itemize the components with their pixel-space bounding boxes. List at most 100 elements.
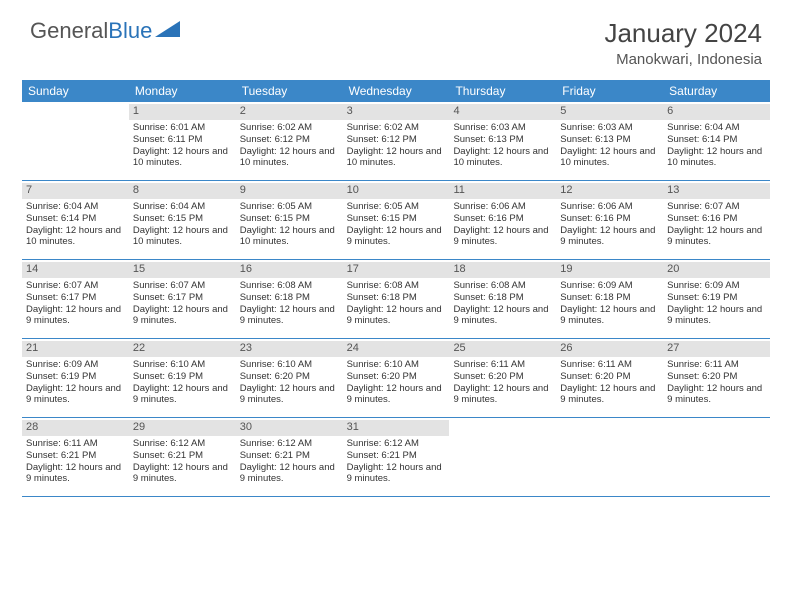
sunrise-text: Sunrise: 6:08 AM [240,280,339,292]
day-number: 4 [449,104,556,120]
day-cell: 14Sunrise: 6:07 AMSunset: 6:17 PMDayligh… [22,260,129,338]
triangle-icon [155,18,181,44]
sunrise-text: Sunrise: 6:07 AM [667,201,766,213]
daylight-text: Daylight: 12 hours and 9 minutes. [26,304,125,328]
sunset-text: Sunset: 6:21 PM [240,450,339,462]
day-cell: . [22,102,129,180]
sunset-text: Sunset: 6:14 PM [667,134,766,146]
week-row: .1 Sunrise: 6:01 AMSunset: 6:11 PM Dayligh… [22,102,770,181]
sunset-text: Sunset: 6:20 PM [347,371,446,383]
sunset-text: Sunset: 6:12 PM [347,134,446,146]
sunset-text: Sunset: 6:21 PM [347,450,446,462]
sunrise-text: Sunrise: 6:05 AM [240,201,339,213]
day-cell: 8Sunrise: 6:04 AMSunset: 6:15 PMDaylight… [129,181,236,259]
sunset-text: Sunset: 6:13 PM [560,134,659,146]
sunrise-text: Sunrise: 6:05 AM [347,201,446,213]
sunset-text: Sunset: 6:11 PM [133,134,232,146]
daylight-text: Daylight: 12 hours and 9 minutes. [133,383,232,407]
day-number: 8 [129,183,236,199]
day-header: Saturday [663,80,770,102]
sunset-text: Sunset: 6:21 PM [133,450,232,462]
daylight-text: Daylight: 12 hours and 9 minutes. [26,462,125,486]
day-cell: 2Sunrise: 6:02 AMSunset: 6:12 PMDaylight… [236,102,343,180]
day-cell: 29Sunrise: 6:12 AMSunset: 6:21 PMDayligh… [129,418,236,496]
day-number: 19 [556,262,663,278]
daylight-text: Daylight: 12 hours and 10 minutes. [240,225,339,249]
day-number: 31 [343,420,450,436]
daylight-text: Daylight: 12 hours and 9 minutes. [240,462,339,486]
sunrise-text: Sunrise: 6:12 AM [133,438,232,450]
sunrise-text: Sunrise: 6:09 AM [560,280,659,292]
day-number: 9 [236,183,343,199]
day-number: 2 [236,104,343,120]
sunset-text: Sunset: 6:16 PM [453,213,552,225]
sunset-text: Sunset: 6:14 PM [26,213,125,225]
sunrise-text: Sunrise: 6:01 AM [133,122,232,134]
day-cell: 28Sunrise: 6:11 AMSunset: 6:21 PMDayligh… [22,418,129,496]
day-cell: 1Sunrise: 6:01 AMSunset: 6:11 PMDaylight… [129,102,236,180]
day-header: Wednesday [343,80,450,102]
day-number: 18 [449,262,556,278]
day-number: 7 [22,183,129,199]
daylight-text: Daylight: 12 hours and 9 minutes. [347,462,446,486]
sunrise-text: Sunrise: 6:04 AM [26,201,125,213]
sunrise-text: Sunrise: 6:08 AM [453,280,552,292]
sunrise-text: Sunrise: 6:04 AM [133,201,232,213]
day-number: 20 [663,262,770,278]
daylight-text: Daylight: 12 hours and 9 minutes. [453,383,552,407]
day-cell: 25 Sunrise: 6:11 AMSunset: 6:20 PMDayligh… [449,339,556,417]
day-number: 1 [129,104,236,120]
day-cell: 30Sunrise: 6:12 AMSunset: 6:21 PMDayligh… [236,418,343,496]
day-cell: . [556,418,663,496]
day-number: 24 [343,341,450,357]
sunrise-text: Sunrise: 6:10 AM [240,359,339,371]
day-header: Thursday [449,80,556,102]
daylight-text: Daylight: 12 hours and 10 minutes. [560,146,659,170]
sunset-text: Sunset: 6:20 PM [453,371,552,383]
daylight-text: Daylight: 12 hours and 9 minutes. [667,304,766,328]
daylight-text: Daylight: 12 hours and 9 minutes. [560,304,659,328]
sunrise-text: Sunrise: 6:11 AM [453,359,552,371]
day-cell: 15Sunrise: 6:07 AMSunset: 6:17 PMDayligh… [129,260,236,338]
day-number: 10 [343,183,450,199]
day-number: 25 [449,341,556,357]
daylight-text: Daylight: 12 hours and 9 minutes. [26,383,125,407]
day-number: 29 [129,420,236,436]
day-number: 11 [449,183,556,199]
daylight-text: Daylight: 12 hours and 9 minutes. [667,225,766,249]
day-number: 26 [556,341,663,357]
day-cell: 11Sunrise: 6:06 AMSunset: 6:16 PMDayligh… [449,181,556,259]
day-cell: 20Sunrise: 6:09 AMSunset: 6:19 PMDayligh… [663,260,770,338]
day-cell: . [663,418,770,496]
sunset-text: Sunset: 6:20 PM [240,371,339,383]
day-cell: 6Sunrise: 6:04 AMSunset: 6:14 PMDaylight… [663,102,770,180]
day-number: 6 [663,104,770,120]
sunset-text: Sunset: 6:16 PM [667,213,766,225]
day-number: 27 [663,341,770,357]
day-cell: 21Sunrise: 6:09 AMSunset: 6:19 PMDayligh… [22,339,129,417]
sunset-text: Sunset: 6:15 PM [240,213,339,225]
day-cell: 9 Sunrise: 6:05 AMSunset: 6:15 PMDaylight… [236,181,343,259]
daylight-text: Daylight: 12 hours and 9 minutes. [667,383,766,407]
logo-text-2: Blue [108,18,152,44]
day-cell: 10Sunrise: 6:05 AMSunset: 6:15 PMDayligh… [343,181,450,259]
sunset-text: Sunset: 6:18 PM [453,292,552,304]
daylight-text: Daylight: 12 hours and 9 minutes. [453,304,552,328]
sunrise-text: Sunrise: 6:11 AM [560,359,659,371]
header: GeneralBlue January 2024 Manokwari, Indo… [0,0,792,74]
sunset-text: Sunset: 6:17 PM [26,292,125,304]
sunrise-text: Sunrise: 6:10 AM [347,359,446,371]
logo-text-1: General [30,18,108,44]
day-cell: 22Sunrise: 6:10 AMSunset: 6:19 PMDayligh… [129,339,236,417]
sunset-text: Sunset: 6:15 PM [347,213,446,225]
sunrise-text: Sunrise: 6:03 AM [453,122,552,134]
week-row: 14Sunrise: 6:07 AMSunset: 6:17 PMDayligh… [22,260,770,339]
sunrise-text: Sunrise: 6:07 AM [133,280,232,292]
day-header: Monday [129,80,236,102]
daylight-text: Daylight: 12 hours and 10 minutes. [26,225,125,249]
logo: GeneralBlue [30,18,181,44]
day-number: 22 [129,341,236,357]
sunrise-text: Sunrise: 6:03 AM [560,122,659,134]
day-cell: 26Sunrise: 6:11 AMSunset: 6:20 PMDayligh… [556,339,663,417]
sunrise-text: Sunrise: 6:10 AM [133,359,232,371]
